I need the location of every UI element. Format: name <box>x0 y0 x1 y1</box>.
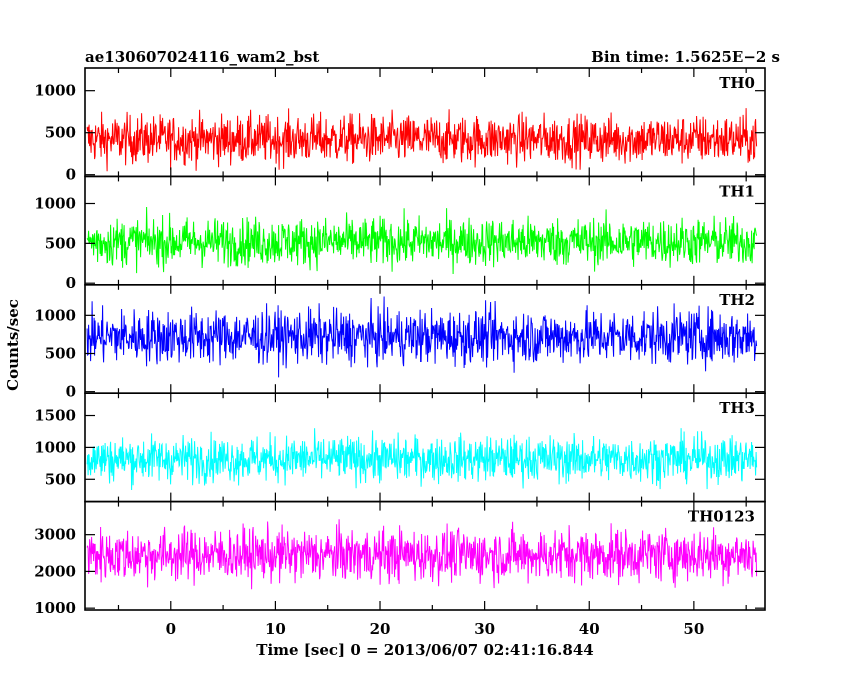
panel-th3: 500 1000 1500 TH3 <box>34 392 766 503</box>
x-axis-label: Time [sec] 0 = 2013/06/07 02:41:16.844 <box>256 641 593 659</box>
panel-th1: 0 500 1000 TH1 <box>34 175 766 292</box>
series-th0 <box>86 108 758 172</box>
x-tick-label: 20 <box>370 620 391 638</box>
y-tick-label: 1000 <box>34 195 76 213</box>
x-tick-label: 10 <box>265 620 286 638</box>
series-th3 <box>86 428 758 491</box>
y-axis-label: Counts/sec <box>4 299 22 391</box>
y-tick-label: 500 <box>45 234 76 252</box>
panel-frame <box>84 500 766 611</box>
series-th0123 <box>86 519 758 590</box>
panel-label: TH0 <box>719 74 755 92</box>
series-th1 <box>86 206 758 275</box>
panel-th0123: 1000 2000 3000 TH0123 <box>34 500 766 617</box>
panel-frame <box>84 392 766 503</box>
y-tick-label: 3000 <box>34 526 76 544</box>
x-tick-label: 30 <box>474 620 495 638</box>
panel-frame <box>84 67 766 178</box>
chart-title-left: ae130607024116_wam2_bst <box>85 48 319 66</box>
y-tick-label: 1000 <box>34 438 76 456</box>
chart-title-right: Bin time: 1.5625E−2 s <box>591 48 780 66</box>
series-th2 <box>86 296 758 378</box>
panel-label: TH2 <box>719 291 755 309</box>
panel-th2: 0 500 1000 TH2 <box>34 283 766 401</box>
x-tick-label: 40 <box>579 620 600 638</box>
y-tick-label: 500 <box>45 124 76 142</box>
x-tick-label: 0 <box>166 620 176 638</box>
y-tick-label: 1000 <box>34 82 76 100</box>
y-tick-label: 1000 <box>34 599 76 617</box>
panels-group: 0 500 1000 TH0 0 500 1000 TH1 0 500 1000 TH2 500 1000… <box>34 67 766 617</box>
y-tick-label: 500 <box>45 470 76 488</box>
y-tick-label: 1500 <box>34 407 76 425</box>
x-tick-label: 50 <box>683 620 704 638</box>
y-tick-label: 1000 <box>34 306 76 324</box>
y-tick-label: 0 <box>66 274 76 292</box>
y-tick-label: 2000 <box>34 562 76 580</box>
y-tick-label: 500 <box>45 345 76 363</box>
panel-label: TH0123 <box>688 508 755 526</box>
panel-th0: 0 500 1000 TH0 <box>34 67 766 184</box>
x-axis: 0 10 20 30 40 50 <box>166 620 705 638</box>
panel-label: TH1 <box>719 182 755 200</box>
panel-label: TH3 <box>719 399 755 417</box>
y-tick-label: 0 <box>66 383 76 401</box>
y-tick-label: 0 <box>66 166 76 184</box>
